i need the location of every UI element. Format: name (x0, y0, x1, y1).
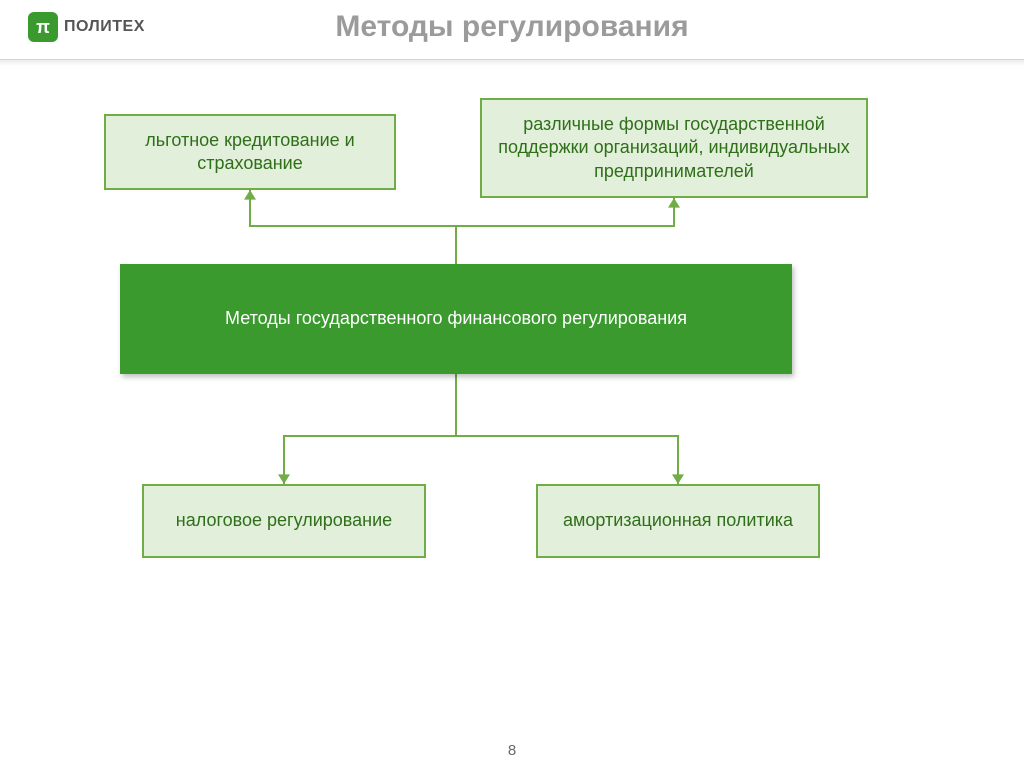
page-number: 8 (0, 742, 1024, 759)
header: π ПОЛИТЕХ Методы регулирования (0, 0, 1024, 60)
node-bot-right: амортизационная политика (536, 484, 820, 558)
node-center: Методы государственного финансового регу… (120, 264, 792, 374)
node-top-left: льготное кредитование и страхование (104, 114, 396, 190)
node-bot-left: налоговое регулирование (142, 484, 426, 558)
node-top-right: различные формы государственной поддержк… (480, 98, 868, 198)
page-title: Методы регулирования (0, 10, 1024, 44)
diagram-canvas: льготное кредитование и страхование разли… (0, 66, 1024, 726)
